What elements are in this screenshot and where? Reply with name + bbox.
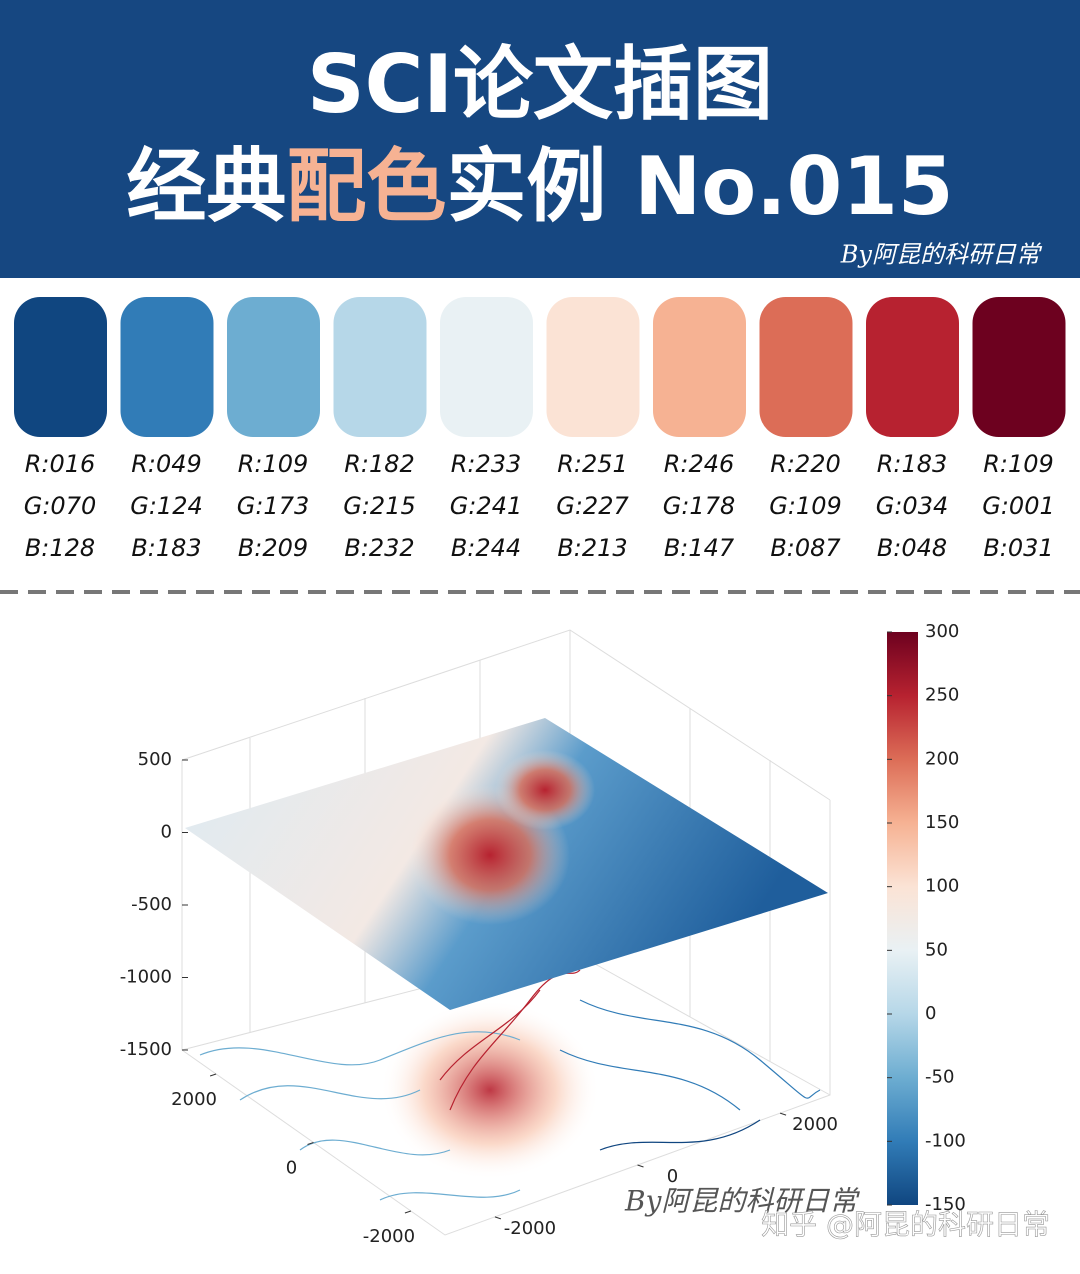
y-tick <box>779 1112 787 1116</box>
axes-box <box>181 629 831 1236</box>
rgb-label: B:128 <box>25 534 95 562</box>
x-tick <box>209 1073 217 1077</box>
title-highlight: 配色 <box>286 140 446 233</box>
swatch <box>546 297 640 437</box>
rgb-label: B:244 <box>451 534 521 562</box>
rgb-label: R:183 <box>877 450 948 478</box>
title: SCI论文插图 <box>307 38 773 131</box>
z-tick-label: -1000 <box>120 967 172 988</box>
colorbar-tick-label: -50 <box>925 1067 954 1088</box>
y-tick <box>637 1164 644 1168</box>
rgb-label: B:087 <box>770 534 841 562</box>
footer: 知乎 @阿昆的科研日常 <box>761 1208 1050 1241</box>
watermark: By阿昆的科研日常 <box>624 1185 860 1218</box>
swatch <box>227 297 320 437</box>
rgb-label: G:241 <box>450 492 523 520</box>
colorbar-tick-label: -100 <box>925 1130 966 1151</box>
rgb-label: G:227 <box>556 492 629 520</box>
swatch <box>440 297 533 437</box>
colorbar-tick-label: 100 <box>925 876 959 897</box>
y-tick-label: 2000 <box>792 1114 838 1135</box>
swatch <box>14 297 107 437</box>
rgb-label: G:070 <box>24 492 97 520</box>
z-tick-label: 500 <box>138 749 172 770</box>
rgb-label: G:215 <box>343 492 416 520</box>
rgb-label: B:048 <box>877 534 947 562</box>
colorbar-tick-label: 150 <box>925 812 959 833</box>
rgb-label: R:016 <box>25 450 96 478</box>
rgb-label: G:001 <box>982 492 1055 520</box>
rgb-label: G:034 <box>876 492 949 520</box>
rgb-label: G:178 <box>663 492 736 520</box>
rgb-label: B:213 <box>557 534 627 562</box>
rgb-label: B:183 <box>131 534 201 562</box>
rgb-label: B:209 <box>238 534 308 562</box>
contours <box>199 969 821 1201</box>
rgb-label: B:147 <box>664 534 735 562</box>
colorbar-tick-label: 0 <box>925 1003 936 1024</box>
y-tick-label: -2000 <box>504 1218 556 1239</box>
x-tick <box>404 1210 412 1214</box>
colorbar-tick-label: 250 <box>925 685 959 706</box>
rgb-label: R:049 <box>131 450 202 478</box>
rgb-label: R:220 <box>770 450 841 478</box>
y-tick <box>494 1216 502 1220</box>
x-tick <box>307 1142 314 1145</box>
swatch <box>120 297 214 437</box>
rgb-label: G:124 <box>130 492 203 520</box>
rgb-label: B:031 <box>983 534 1053 562</box>
title-part: 实例 No.015 <box>446 140 953 233</box>
colorbar-tick-label: 200 <box>925 748 959 769</box>
z-tick-label: -1500 <box>120 1039 172 1060</box>
rgb-label: B:232 <box>344 534 414 562</box>
swatch <box>653 297 746 437</box>
title: 经典配色实例 No.015 <box>126 140 953 233</box>
rgb-label: R:233 <box>451 450 522 478</box>
rgb-label: R:251 <box>557 450 628 478</box>
x-tick-label: -2000 <box>363 1226 415 1247</box>
x-tick-label: 0 <box>286 1158 297 1179</box>
rgb-label: G:109 <box>769 492 842 520</box>
colorbar <box>887 632 918 1205</box>
y-tick-label: 0 <box>667 1166 678 1187</box>
rgb-label: R:182 <box>344 450 415 478</box>
rgb-label: R:246 <box>664 450 735 478</box>
swatch <box>759 297 853 437</box>
swatch <box>972 297 1066 437</box>
title-part: 经典 <box>126 140 286 233</box>
colorbar-tick-label: 50 <box>925 939 948 960</box>
z-tick-label: -500 <box>131 894 172 915</box>
swatch <box>333 297 427 437</box>
rgb-label: R:109 <box>983 450 1054 478</box>
swatch <box>866 297 959 437</box>
rgb-label: G:173 <box>237 492 310 520</box>
z-tick-label: 0 <box>161 822 172 843</box>
colorbar-tick-label: -150 <box>925 1194 966 1215</box>
rgb-label: R:109 <box>238 450 309 478</box>
surface-peak <box>495 750 595 830</box>
byline: By阿昆的科研日常 <box>840 241 1043 269</box>
colorbar-tick-label: 300 <box>925 621 959 642</box>
x-tick-label: 2000 <box>171 1089 217 1110</box>
header-bg <box>0 0 1080 278</box>
